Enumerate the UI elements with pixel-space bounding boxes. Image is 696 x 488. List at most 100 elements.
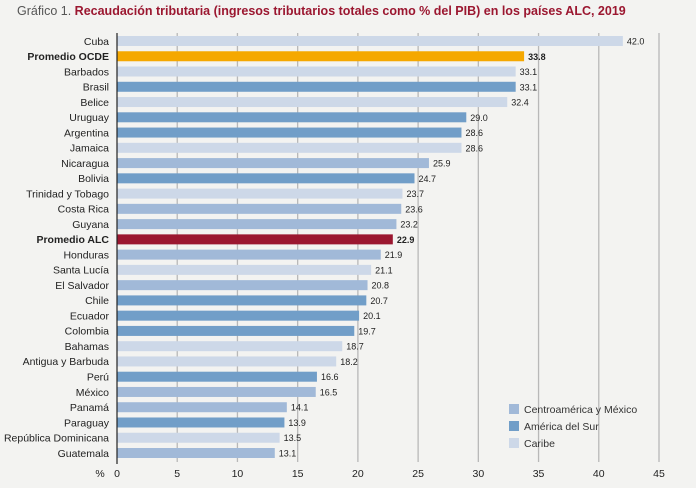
data-label: 23.6 — [405, 204, 423, 214]
bar — [117, 402, 287, 413]
bar — [117, 264, 372, 275]
legend-swatch — [509, 421, 519, 431]
category-label: Trinidad y Tobago — [26, 188, 109, 200]
data-label: 20.1 — [363, 311, 381, 321]
category-label: México — [76, 387, 109, 399]
bar — [117, 234, 393, 245]
x-axis-label: % — [95, 468, 104, 480]
category-label: Brasil — [83, 82, 109, 94]
x-tick-label: 0 — [114, 468, 120, 480]
bar — [117, 341, 343, 352]
category-label: Barbados — [64, 66, 109, 78]
category-label: Bahamas — [65, 341, 109, 353]
category-label: Costa Rica — [58, 204, 110, 216]
data-label: 20.7 — [370, 296, 388, 306]
category-label: Ecuador — [70, 310, 110, 322]
category-label: Guyana — [72, 219, 109, 231]
data-label: 19.7 — [358, 326, 376, 336]
bar — [117, 371, 317, 382]
bar — [117, 295, 367, 306]
bar — [117, 203, 402, 214]
category-label: Panamá — [70, 402, 109, 414]
bar — [117, 356, 337, 367]
data-label: 24.7 — [418, 174, 436, 184]
x-tick-label: 40 — [593, 468, 605, 480]
bar — [117, 386, 316, 397]
data-label: 32.4 — [511, 98, 529, 108]
bar — [117, 127, 462, 138]
bar — [117, 173, 415, 184]
data-label: 16.6 — [321, 372, 339, 382]
data-label: 33.1 — [520, 82, 538, 92]
category-label: República Dominicana — [4, 433, 109, 445]
category-label: Paraguay — [64, 417, 110, 429]
data-label: 23.2 — [400, 220, 418, 230]
bar — [117, 112, 467, 123]
x-tick-label: 25 — [412, 468, 424, 480]
legend-label: Caribe — [524, 438, 555, 450]
data-label: 18.7 — [346, 342, 364, 352]
data-label: 33.1 — [520, 67, 538, 77]
bar — [117, 97, 508, 108]
x-tick-label: 10 — [232, 468, 244, 480]
bar — [117, 325, 355, 336]
x-tick-label: 35 — [533, 468, 545, 480]
legend-swatch — [509, 438, 519, 448]
bar — [117, 219, 397, 230]
data-label: 16.5 — [320, 387, 338, 397]
category-label: Argentina — [64, 127, 109, 139]
category-label: Jamaica — [70, 143, 109, 155]
bar — [117, 36, 623, 46]
bar — [117, 81, 516, 92]
bar — [117, 142, 462, 153]
x-tick-label: 5 — [174, 468, 180, 480]
bar — [117, 66, 516, 77]
data-label: 42.0 — [627, 37, 645, 47]
category-label: Bolivia — [78, 173, 109, 185]
data-label: 23.7 — [406, 189, 424, 199]
data-label: 14.1 — [291, 403, 309, 413]
data-label: 20.8 — [372, 281, 390, 291]
data-label: 28.6 — [465, 143, 483, 153]
category-label: Antigua y Barbuda — [23, 356, 110, 368]
category-label: Nicaragua — [61, 158, 109, 170]
data-label: 29.0 — [470, 113, 488, 123]
chart-title: Gráfico 1. Recaudación tributaria (ingre… — [17, 4, 626, 18]
data-label: 21.1 — [375, 265, 393, 275]
bar — [117, 432, 280, 443]
category-label: Perú — [87, 372, 109, 384]
bar — [117, 280, 368, 291]
bar — [117, 188, 403, 199]
category-label: Uruguay — [69, 112, 109, 124]
legend-label: Centroamérica y México — [524, 404, 637, 416]
category-label: Guatemala — [58, 448, 110, 460]
data-label: 28.6 — [465, 128, 483, 138]
category-label: Cuba — [84, 36, 109, 48]
x-tick-label: 45 — [653, 468, 665, 480]
bar — [117, 249, 381, 260]
category-label: Promedio OCDE — [27, 51, 109, 63]
category-label: Colombia — [65, 326, 110, 338]
data-label: 25.9 — [433, 159, 451, 169]
data-label: 33.8 — [528, 52, 546, 62]
x-tick-label: 15 — [292, 468, 304, 480]
category-label: Promedio ALC — [36, 234, 109, 246]
category-label: Chile — [85, 295, 109, 307]
data-label: 13.1 — [279, 449, 297, 459]
category-label: El Salvador — [55, 280, 109, 292]
legend-swatch — [509, 404, 519, 414]
title-text: Recaudación tributaria (ingresos tributa… — [74, 4, 626, 18]
data-label: 13.9 — [288, 418, 306, 428]
bar — [117, 51, 525, 62]
category-label: Honduras — [63, 249, 109, 261]
data-label: 22.9 — [397, 235, 415, 245]
data-label: 18.2 — [340, 357, 358, 367]
data-label: 13.5 — [284, 433, 302, 443]
category-label: Santa Lucía — [53, 265, 109, 277]
legend-label: América del Sur — [524, 421, 599, 433]
title-prefix: Gráfico 1. — [17, 4, 72, 18]
x-tick-label: 30 — [472, 468, 484, 480]
data-label: 21.9 — [385, 250, 403, 260]
x-tick-label: 20 — [352, 468, 364, 480]
